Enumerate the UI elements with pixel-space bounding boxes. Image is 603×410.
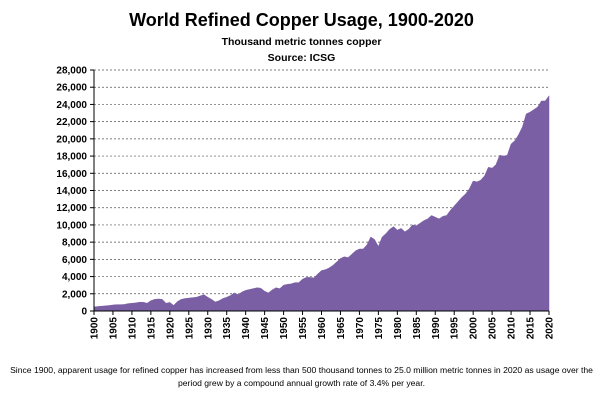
x-tick-label: 2015 [526,317,537,340]
x-tick-label: 1955 [298,317,309,340]
chart-footnote: Since 1900, apparent usage for refined c… [10,365,593,388]
y-tick-label: 16,000 [56,169,87,180]
x-tick-label: 1995 [450,317,461,340]
x-tick-label: 2005 [488,317,499,340]
x-tick-label: 1985 [412,317,423,340]
x-tick-label: 1925 [184,317,195,340]
x-tick-label: 1945 [260,317,271,340]
y-tick-label: 20,000 [56,134,87,145]
y-tick-label: 10,000 [56,220,87,231]
y-tick-label: 28,000 [56,66,87,77]
y-tick-label: 6,000 [62,255,87,266]
x-tick-label: 1900 [90,317,101,340]
y-tick-label: 14,000 [56,186,87,197]
y-tick-label: 8,000 [62,238,87,249]
y-tick-label: 0 [81,307,87,318]
y-tick-label: 26,000 [56,83,87,94]
x-tick-label: 1975 [374,317,385,340]
chart-title: World Refined Copper Usage, 1900-2020 [129,10,474,30]
area-series [93,95,550,312]
x-tick-label: 1950 [279,317,290,340]
chart-source: Source: ICSG [267,52,336,64]
x-tick-label: 1935 [222,317,233,340]
y-tick-label: 24,000 [56,100,87,111]
x-tick-label: 1990 [431,317,442,340]
x-tick-label: 1930 [203,317,214,340]
x-tick-label: 2020 [545,317,556,340]
x-tick-label: 1980 [393,317,404,340]
y-tick-label: 4,000 [62,272,87,283]
x-tick-label: 1915 [146,317,157,340]
y-axis-ticks: 0 2,000 4,000 6,000 8,000 10,000 12,000 14,000 1… [56,66,94,318]
x-tick-label: 1910 [127,317,138,340]
x-tick-label: 1965 [336,317,347,340]
x-tick-label: 1970 [355,317,366,340]
x-tick-label: 1905 [108,317,119,340]
x-axis-ticks: 1900 1905 1910 1915 1920 1925 1930 1935 1940 1945… [90,311,556,339]
x-tick-label: 1940 [241,317,252,340]
y-tick-label: 12,000 [56,203,87,214]
y-tick-label: 18,000 [56,152,87,163]
chart-subtitle: Thousand metric tonnes copper [221,36,382,48]
x-tick-label: 2000 [469,317,480,340]
y-tick-label: 22,000 [56,117,87,128]
y-tick-label: 2,000 [62,289,87,300]
x-tick-label: 1960 [317,317,328,340]
x-tick-label: 1920 [165,317,176,340]
x-tick-label: 2010 [507,317,518,340]
